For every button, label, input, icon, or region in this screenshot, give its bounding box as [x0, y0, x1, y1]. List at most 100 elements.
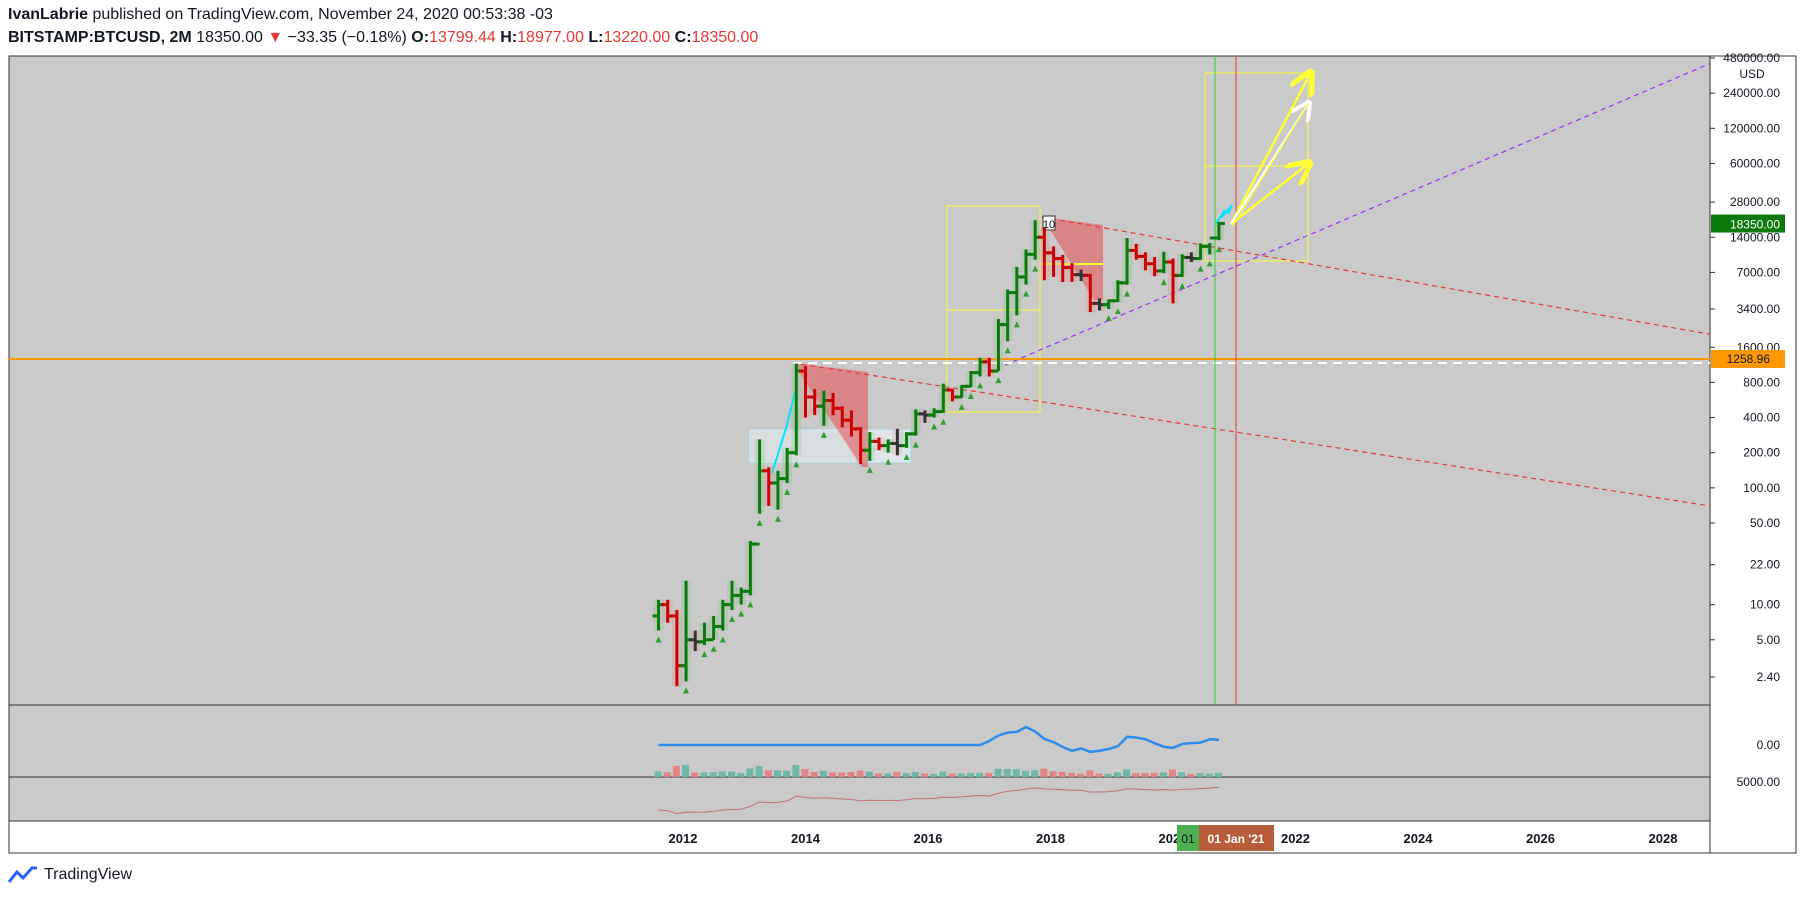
volume-bar	[1178, 772, 1186, 777]
buy-signal-marker	[940, 418, 947, 425]
volume-bar	[829, 772, 837, 777]
price-axis[interactable]	[1709, 55, 1797, 854]
buy-signal-marker	[683, 687, 690, 694]
red-fib-wedge-2014[interactable]	[793, 363, 868, 467]
buy-signal-marker	[912, 441, 919, 448]
volume-bar	[856, 770, 864, 777]
price-tick-label: 100.00	[1743, 481, 1780, 495]
date-badge-red[interactable]	[1199, 825, 1274, 851]
time-tick-label: 2022	[1281, 831, 1310, 846]
buy-signal-marker	[866, 466, 873, 473]
high-label: H:	[500, 29, 518, 46]
time-tick-label: 2024	[1404, 831, 1434, 846]
buy-signal-marker	[903, 453, 910, 460]
buy-signal-marker	[747, 601, 754, 608]
yellow-arrow-bottom[interactable]	[1230, 164, 1308, 225]
level-badge[interactable]	[1711, 350, 1785, 368]
osc-tick-label: 0.00	[1757, 738, 1781, 752]
volume-bar	[709, 772, 717, 777]
buy-signal-marker	[1105, 315, 1112, 322]
volume-bar	[948, 773, 956, 777]
volume-bar	[1132, 773, 1140, 777]
time-tick-label: 2012	[669, 831, 698, 846]
tradingview-brand[interactable]: TradingView	[8, 866, 132, 884]
low-label: L:	[588, 29, 604, 46]
price-tick-label: 22.00	[1750, 558, 1780, 572]
buy-signal-marker	[756, 519, 763, 526]
volume-bar	[1169, 769, 1176, 777]
volume-bar	[654, 771, 662, 777]
yellow-box-2017-lower[interactable]	[946, 309, 1041, 413]
volume-bar	[801, 768, 809, 777]
volume-bar	[810, 771, 818, 777]
count-badge	[1042, 215, 1056, 231]
volume-bar	[718, 771, 726, 777]
buy-signal-marker	[1197, 265, 1204, 272]
buy-signal-marker	[977, 382, 984, 389]
buy-signal-marker	[719, 636, 726, 643]
volume-bar	[976, 772, 984, 777]
tradingview-logo-icon	[8, 866, 37, 883]
publish-info: IvanLabrie published on TradingView.com,…	[8, 6, 553, 24]
buy-signal-marker	[655, 636, 662, 643]
author-name[interactable]: IvanLabrie	[8, 6, 89, 23]
date-badge-green[interactable]	[1177, 825, 1199, 851]
volume-bar	[920, 773, 928, 777]
volume-bar	[746, 768, 754, 777]
currency-label: USD	[1739, 67, 1765, 81]
red-trendline-upper[interactable]	[1041, 216, 1800, 350]
volume-bar	[865, 771, 873, 777]
volume-bar	[1196, 773, 1204, 777]
low-value: 13220.00	[603, 29, 671, 46]
volume-bar	[1214, 772, 1222, 777]
published-text: published on TradingView.com, November 2…	[92, 6, 553, 23]
open-label: O:	[411, 29, 430, 46]
yellow-arrow-connector[interactable]	[1232, 103, 1309, 227]
ohlc-bars	[652, 220, 1225, 694]
volume-bar	[939, 771, 947, 777]
volume-bar	[1040, 768, 1048, 777]
price-chart[interactable]: 480000.00 240000.00 120000.00 60000.00 28000…	[0, 0, 1805, 860]
purple-trendline[interactable]	[1004, 25, 1800, 366]
price-tick-label: 240000.00	[1723, 86, 1780, 100]
volume-bar	[1159, 772, 1167, 777]
buy-signal-marker	[1179, 282, 1186, 289]
volume-pane[interactable]	[8, 776, 1711, 822]
volume-bar	[1022, 770, 1029, 777]
cyan-arrow-2013[interactable]	[771, 391, 796, 474]
volume-bar	[792, 765, 800, 777]
count-badge-label: 10	[1043, 219, 1055, 231]
vol-tick-label: 5000.00	[1737, 775, 1781, 789]
price-tick-label: 14000.00	[1730, 230, 1780, 244]
date-badge-green-label: 01	[1181, 832, 1195, 846]
volume-bar	[773, 770, 781, 777]
red-trendline-lower[interactable]	[792, 362, 1800, 520]
time-axis[interactable]	[8, 820, 1711, 854]
volume-bar	[957, 773, 965, 777]
buy-signal-marker	[1124, 290, 1131, 297]
last-price-badge-label: 18350.00	[1730, 218, 1780, 232]
buy-signal-marker	[793, 461, 800, 468]
open-value: 13799.44	[429, 29, 496, 46]
buy-signal-marker	[701, 651, 708, 658]
cyan-squiggle-2020[interactable]	[1214, 204, 1233, 226]
red-fib-wedge-2018[interactable]	[1042, 217, 1103, 300]
symbol-name[interactable]: BITSTAMP:BTCUSD, 2M	[8, 29, 192, 46]
volume-bar	[893, 771, 901, 777]
close-value: 18350.00	[691, 29, 759, 46]
time-tick-label: 2014	[791, 831, 821, 846]
time-tick-label: 2018	[1036, 831, 1065, 846]
brand-name: TradingView	[44, 866, 133, 883]
volume-bar	[985, 772, 993, 777]
volume-bar	[663, 772, 671, 777]
volume-average-line	[658, 786, 1219, 815]
oscillator-pane[interactable]	[8, 704, 1711, 778]
yellow-box-2020-lower[interactable]	[1204, 165, 1309, 262]
buy-signal-marker	[1032, 265, 1039, 272]
buy-signal-marker	[774, 515, 781, 522]
volume-bar	[691, 772, 699, 777]
volume-series: 5000.00	[654, 765, 1781, 815]
volume-bar	[737, 772, 745, 777]
oscillator-line[interactable]	[658, 725, 1220, 754]
last-price-badge[interactable]	[1711, 214, 1785, 233]
